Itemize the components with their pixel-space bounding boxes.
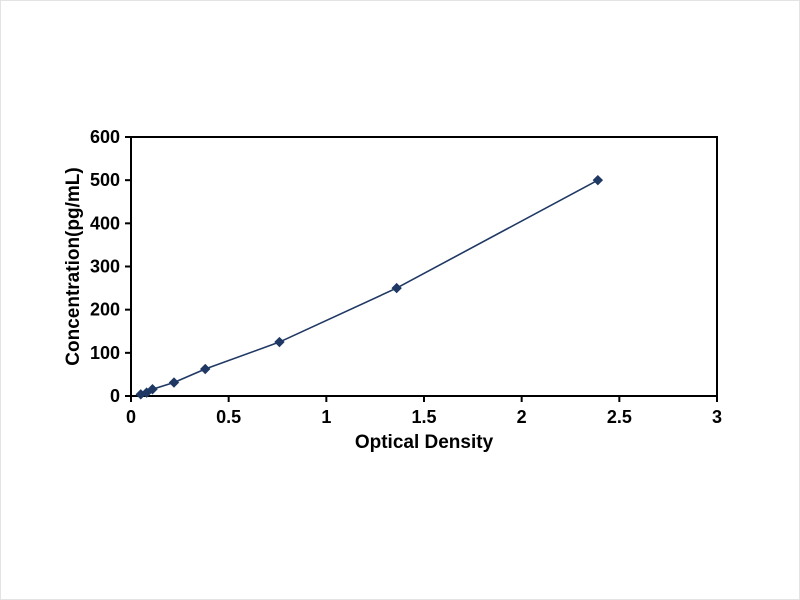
y-tick-label: 200 (90, 300, 120, 320)
y-tick-label: 500 (90, 170, 120, 190)
y-tick-label: 600 (90, 127, 120, 147)
data-point-marker (391, 282, 402, 294)
y-tick-label: 300 (90, 257, 120, 277)
y-tick-label: 400 (90, 213, 120, 233)
y-tick-label: 100 (90, 343, 120, 363)
data-point-marker (168, 377, 180, 388)
data-point-marker (274, 336, 285, 348)
x-tick-label: 1.5 (411, 407, 436, 427)
plot-area (130, 136, 718, 397)
x-tick-label: 3 (712, 407, 722, 427)
x-tick-label: 0 (126, 407, 136, 427)
x-axis-label: Optical Density (355, 432, 494, 453)
x-tick-label: 0.5 (216, 407, 241, 427)
data-point-marker (592, 174, 604, 186)
x-tick-label: 2.5 (607, 407, 632, 427)
data-point-marker (200, 363, 211, 375)
y-tick-label: 0 (110, 386, 120, 406)
y-axis-label: Concentration(pg/mL) (63, 167, 84, 365)
x-tick-label: 2 (517, 407, 527, 427)
x-tick-label: 1 (321, 407, 331, 427)
data-point-marker (147, 384, 158, 395)
